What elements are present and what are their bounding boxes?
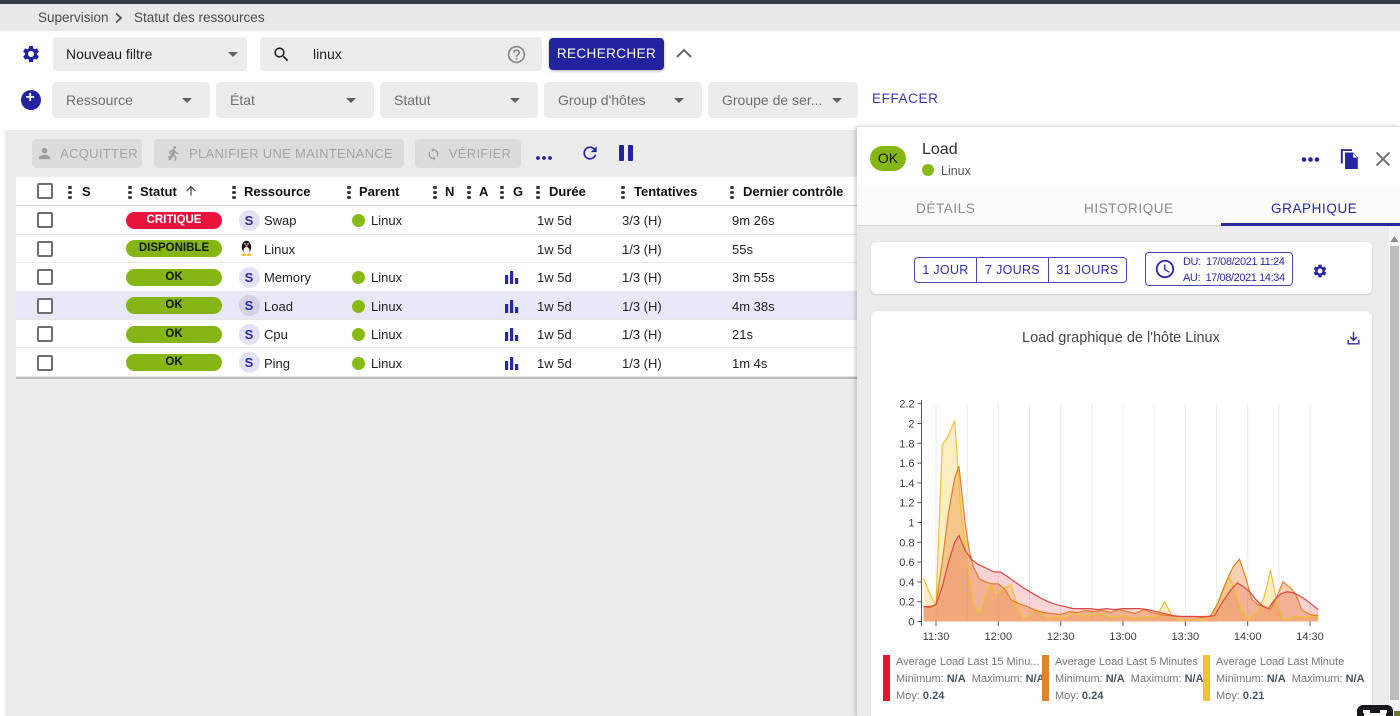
- svg-text:13:30: 13:30: [1172, 631, 1200, 643]
- svg-text:1.6: 1.6: [899, 458, 914, 470]
- svg-text:1.2: 1.2: [899, 498, 914, 510]
- svg-text:0: 0: [908, 617, 914, 629]
- svg-text:0.8: 0.8: [899, 537, 914, 549]
- svg-text:12:30: 12:30: [1047, 631, 1075, 643]
- svg-text:13:00: 13:00: [1109, 631, 1137, 643]
- svg-text:0.2: 0.2: [899, 597, 914, 609]
- svg-text:14:00: 14:00: [1234, 631, 1262, 643]
- svg-text:12:00: 12:00: [985, 631, 1013, 643]
- svg-text:2: 2: [908, 419, 914, 431]
- svg-text:1.8: 1.8: [899, 438, 914, 450]
- svg-text:0.4: 0.4: [899, 577, 914, 589]
- svg-text:1: 1: [908, 518, 914, 530]
- svg-text:11:30: 11:30: [923, 631, 950, 643]
- svg-text:1.4: 1.4: [899, 478, 914, 490]
- svg-text:14:30: 14:30: [1296, 631, 1324, 643]
- svg-text:0.6: 0.6: [899, 557, 914, 569]
- svg-text:2.2: 2.2: [899, 399, 914, 411]
